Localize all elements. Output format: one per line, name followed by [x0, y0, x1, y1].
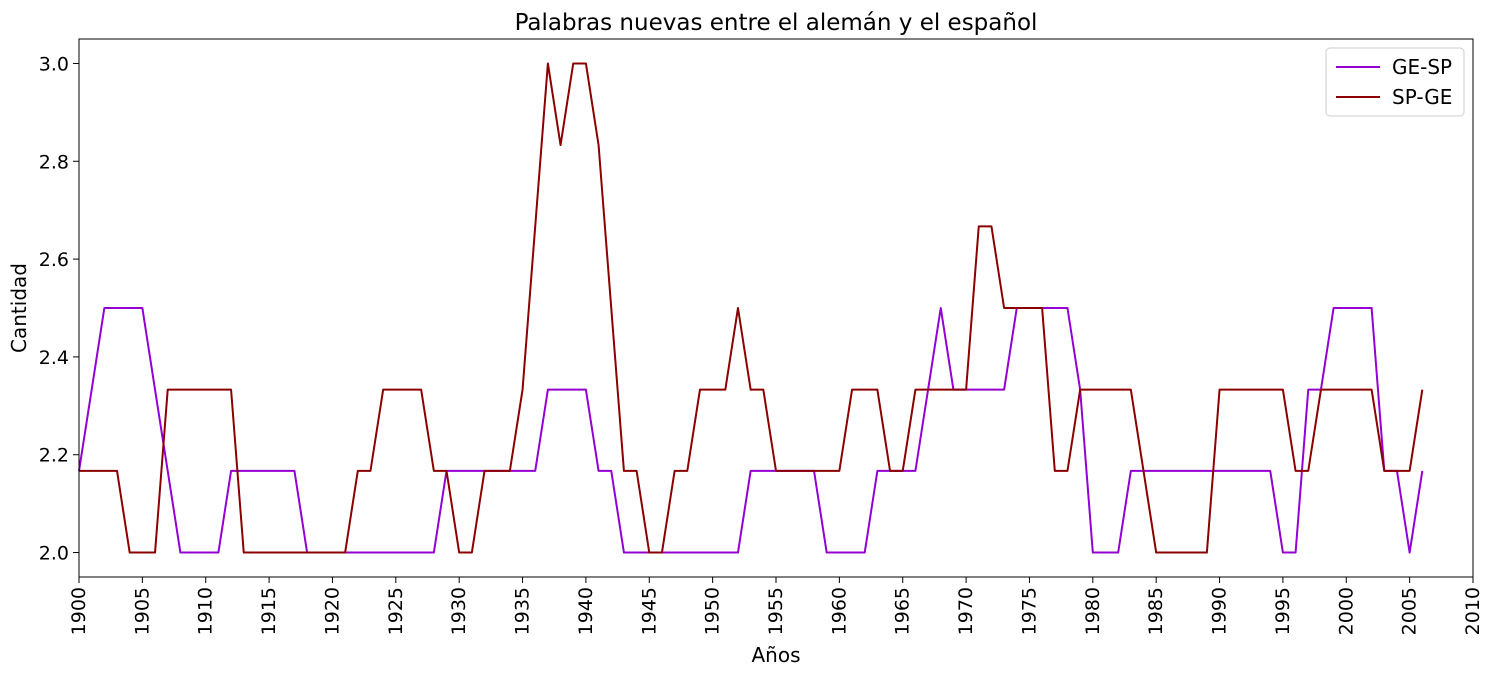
x-tick-label: 1915 — [258, 587, 280, 635]
x-tick-label: 2000 — [1335, 587, 1357, 635]
x-tick-label: 1995 — [1272, 587, 1294, 635]
y-tick-label: 2.4 — [39, 347, 69, 369]
y-axis-ticks: 2.0 2.2 2.4 2.6 2.8 3.0 — [39, 53, 79, 565]
x-tick-label: 1955 — [765, 587, 787, 635]
x-tick-label: 1925 — [385, 587, 407, 635]
x-tick-label: 1920 — [321, 587, 343, 635]
y-axis-label: Cantidad — [7, 263, 31, 353]
legend-box — [1325, 47, 1465, 117]
x-tick-label: 1950 — [702, 587, 724, 635]
x-tick-label: 1930 — [448, 587, 470, 635]
x-tick-label: 1900 — [68, 587, 90, 635]
legend: GE-SP SP-GE — [1325, 47, 1465, 117]
x-tick-label: 1970 — [955, 587, 977, 635]
chart-title: Palabras nuevas entre el alemán y el esp… — [515, 10, 1038, 36]
x-tick-label: 2010 — [1462, 587, 1484, 635]
y-tick-label: 2.2 — [39, 445, 69, 467]
x-tick-label: 1965 — [892, 587, 914, 635]
y-tick-label: 2.8 — [39, 151, 69, 173]
legend-label-ge-sp: GE-SP — [1392, 55, 1452, 79]
x-tick-label: 1985 — [1145, 587, 1167, 635]
x-tick-label: 1940 — [575, 587, 597, 635]
series-line-sp-ge — [79, 62, 1424, 554]
x-tick-label: 1990 — [1209, 587, 1231, 635]
x-tick-label: 1935 — [512, 587, 534, 635]
legend-label-sp-ge: SP-GE — [1392, 85, 1452, 109]
x-tick-label: 1905 — [131, 587, 153, 635]
y-tick-label: 2.6 — [39, 249, 69, 271]
x-tick-label: 1945 — [638, 587, 660, 635]
series-line-ge-sp — [78, 307, 1424, 554]
x-tick-label: 1960 — [828, 587, 850, 635]
series-layer — [78, 62, 1424, 554]
plot-frame — [78, 38, 1474, 578]
x-tick-label: 1975 — [1018, 587, 1040, 635]
x-tick-label: 2005 — [1399, 587, 1421, 635]
x-tick-label: 1980 — [1082, 587, 1104, 635]
x-axis-ticks: 1900 1905 1910 1915 1920 1925 1930 1935 1940 1945… — [68, 577, 1484, 635]
y-tick-label: 3.0 — [39, 53, 69, 75]
y-tick-label: 2.0 — [39, 543, 69, 565]
x-tick-label: 1910 — [195, 587, 217, 635]
x-axis-label: Años — [751, 643, 800, 667]
